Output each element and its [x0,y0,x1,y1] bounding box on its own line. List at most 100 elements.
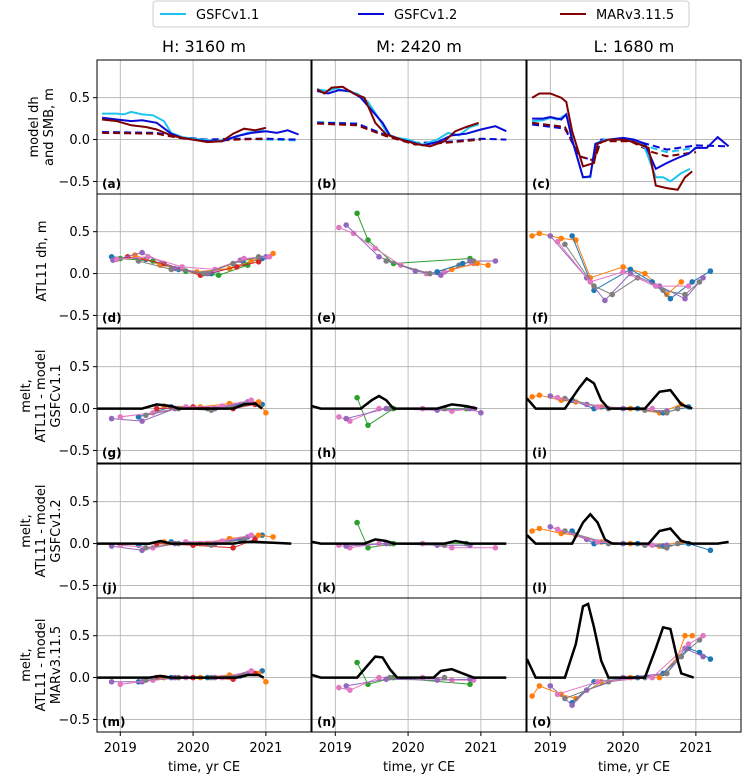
panel-grid: H: 3160 m time, yr CE M: 2420 m time, yr CE… [19,37,742,774]
track-point [529,528,535,534]
track-line [531,635,693,700]
track-point [143,412,149,419]
panel-label: (o) [532,715,551,729]
track-point [139,249,145,256]
melt-line [97,673,265,679]
track-point [234,264,240,270]
y-tick-label: 0.5 [69,360,90,375]
axes-frame [311,463,527,599]
track-point [682,295,688,302]
track-point [270,250,276,257]
plot-area [527,512,729,554]
y-axis-label-line: ATL11 - model [34,484,49,577]
panel-0-2: (c) [526,59,742,195]
track-point [682,632,688,639]
y-axis-label-line: GSFCv1.1 [49,364,64,427]
melt-line [527,376,693,410]
panel-label: (j) [102,581,117,595]
dh-series-line [101,116,299,143]
legend-frame [152,0,690,28]
track-point [707,547,714,554]
y-axis-label-line: melt, [19,379,34,413]
dh-series-line [102,110,264,143]
track-point [230,545,236,551]
panel-3-1: (k) [311,463,527,599]
track-point [108,679,115,685]
track-point [529,693,535,699]
y-axis-label-line: melt, [19,514,34,548]
dh-series-line [101,118,267,144]
track-point [150,677,156,683]
track-point [609,291,615,298]
x-tick-label: 2021 [679,741,712,756]
track-point [678,653,685,660]
track-line [437,263,463,273]
track-point [485,262,491,269]
smb-series-line [317,122,481,146]
melt-line [312,655,507,679]
track-line [557,635,704,695]
track-point [627,266,634,273]
panel-label: (l) [532,581,547,595]
track-point [117,414,124,420]
x-tick-label: 2021 [464,741,497,756]
track-point [547,393,554,399]
track-line [116,256,270,270]
track-line [356,662,471,685]
track-point [270,534,276,540]
track-point [536,683,543,689]
panel-label: (e) [317,311,336,325]
panel-label: (c) [532,177,550,191]
track-line [564,639,700,699]
track-point [255,532,262,538]
legend-label: GSFCv1.1 [196,8,259,23]
panel-label: (d) [102,311,122,325]
dh-series-line [316,87,479,146]
track-point [365,545,371,551]
track-point [387,674,393,681]
track-point [248,532,255,538]
track-point [594,679,601,685]
track-point [529,233,535,239]
track-point [434,677,441,683]
track-point [474,260,481,267]
track-point [343,222,350,228]
track-point [554,394,561,401]
track-point [354,394,360,401]
axes-frame [96,193,312,329]
y-axis-label-line: melt, [19,648,34,682]
axes-frame [526,328,742,464]
smb-series-line [531,123,729,162]
track-point [145,253,151,260]
panel-label: (i) [532,446,547,460]
track-line [356,213,471,265]
y-tick-label: −0.5 [58,175,90,190]
track-point [620,269,626,275]
track-point [113,256,120,263]
track-point [536,525,543,532]
track-point [656,674,663,681]
axes-frame [311,597,527,733]
x-axis-label: time, yr CE [383,760,455,774]
track-point [707,268,714,274]
x-axis-label: time, yr CE [598,760,670,774]
y-tick-label: −0.5 [58,444,90,459]
plot-area [531,92,730,191]
y-tick-label: 0.5 [69,629,90,644]
y-tick-label: 0.5 [69,91,90,106]
track-point [168,266,174,273]
track-point [562,241,568,248]
track-point [117,681,124,688]
axes-frame [96,463,312,599]
track-point [263,410,269,416]
track-point [569,702,575,708]
track-point [467,681,473,688]
track-point [266,253,273,260]
track-point [135,258,142,264]
track-point [336,414,342,420]
y-tick-label: 0.5 [69,225,90,240]
y-tick-label: 0.0 [69,402,90,417]
track-point [354,210,360,217]
dh-series-line [532,112,691,183]
track-point [230,260,236,267]
